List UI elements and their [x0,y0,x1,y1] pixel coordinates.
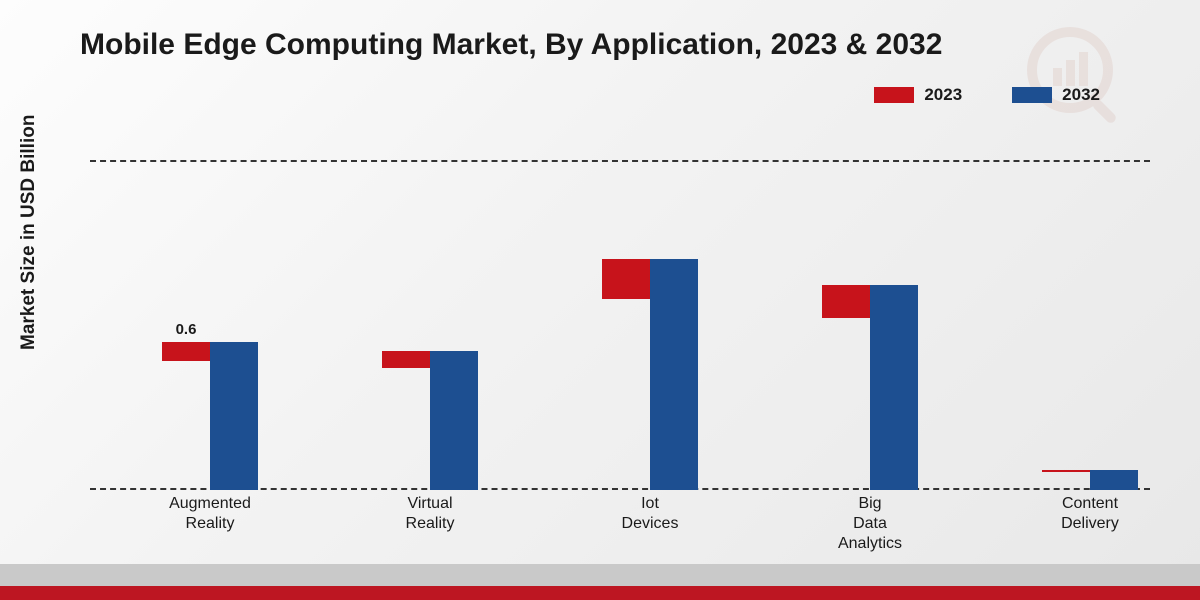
legend-item-2023: 2023 [874,85,962,105]
bar-group [370,351,490,490]
bar-group [1030,470,1150,490]
plot-area: 0.6 [90,160,1150,490]
footer-gray-bar [0,564,1200,586]
legend-item-2032: 2032 [1012,85,1100,105]
bar-group: 0.6 [150,342,270,491]
bar-2032 [430,351,478,490]
brand-logo-icon [1020,20,1130,135]
footer-red-bar [0,586,1200,600]
chart-title: Mobile Edge Computing Market, By Applica… [80,28,942,62]
bar-2023 [382,351,430,368]
bar-2032 [1090,470,1138,490]
x-tick-label: ContentDelivery [1010,494,1170,534]
bar-value-label: 0.6 [176,321,197,338]
x-tick-label: IotDevices [570,494,730,534]
legend: 2023 2032 [874,85,1100,105]
legend-label-2023: 2023 [924,85,962,105]
y-axis-label: Market Size in USD Billion [18,115,40,350]
bar-2032 [870,285,918,490]
bar-2023: 0.6 [162,342,210,362]
legend-swatch-2023 [874,87,914,103]
bar-group [810,285,930,490]
x-axis-labels: AugmentedReality VirtualReality IotDevices… [90,494,1150,554]
gridline-top [90,160,1150,162]
bar-2023 [602,259,650,299]
bar-2032 [650,259,698,490]
x-tick-label: AugmentedReality [130,494,290,534]
x-tick-label: BigDataAnalytics [790,494,950,554]
x-tick-label: VirtualReality [350,494,510,534]
bar-2023 [1042,470,1090,472]
bar-group [590,259,710,490]
bar-2023 [822,285,870,318]
legend-swatch-2032 [1012,87,1052,103]
bar-2032 [210,342,258,491]
legend-label-2032: 2032 [1062,85,1100,105]
